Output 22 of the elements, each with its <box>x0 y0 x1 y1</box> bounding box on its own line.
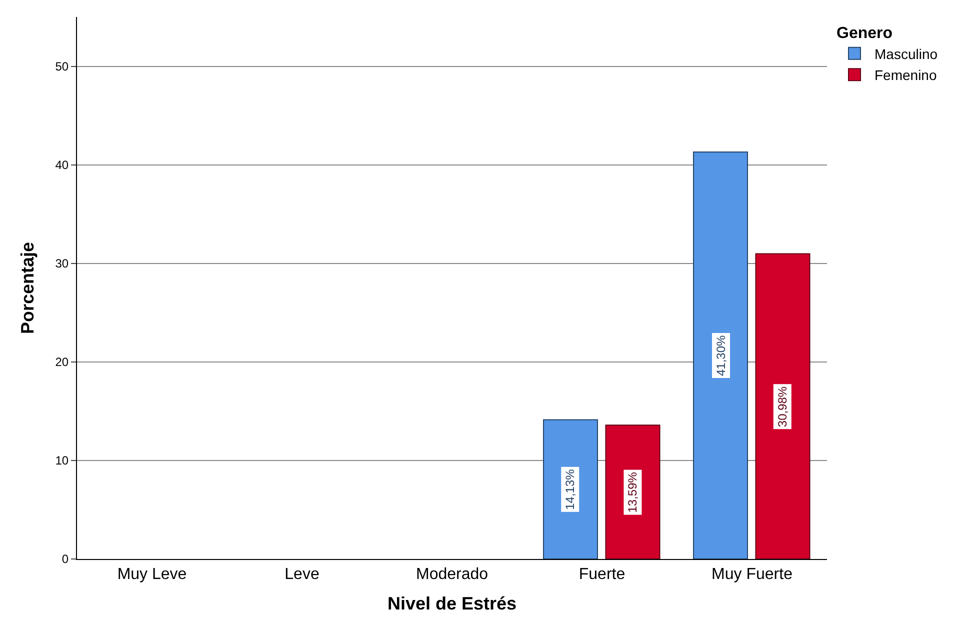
legend-label: Masculino <box>874 46 938 62</box>
y-tick-label: 10 <box>55 454 69 468</box>
y-tick-label: 20 <box>55 355 69 370</box>
y-tick-label: 0 <box>62 552 69 566</box>
data-label: 41,30% <box>714 334 728 376</box>
y-tick-label: 30 <box>55 256 69 271</box>
y-tick-label: 50 <box>55 59 69 74</box>
x-tick-label: Muy Fuerte <box>712 566 793 584</box>
data-label: 30,98% <box>775 386 790 428</box>
data-label: 13,59% <box>626 472 640 513</box>
x-tick-label: Fuerte <box>578 566 626 584</box>
y-tick-label: 40 <box>55 158 69 172</box>
legend-title: Genero <box>836 24 893 42</box>
bar <box>755 253 810 559</box>
data-label: 14,13% <box>563 468 578 510</box>
x-tick-label: Moderado <box>416 566 488 584</box>
y-axis-title: Porcentaje <box>17 242 38 334</box>
x-axis-title: Nivel de Estrés <box>387 593 517 614</box>
bar <box>693 152 748 559</box>
x-tick-label: Muy Leve <box>117 566 187 584</box>
legend-label: Femenino <box>874 67 937 84</box>
x-tick-label: Leve <box>284 566 320 584</box>
